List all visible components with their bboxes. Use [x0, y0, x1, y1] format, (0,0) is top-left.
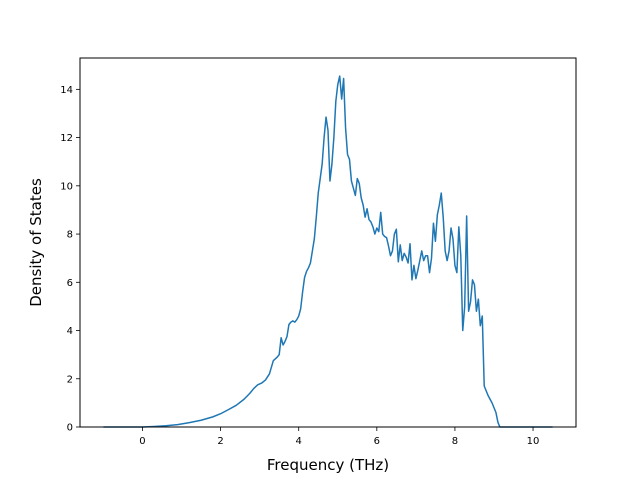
x-tick-label: 2 — [217, 436, 223, 447]
y-tick-label: 8 — [67, 230, 73, 241]
y-tick-label: 14 — [60, 85, 73, 96]
dos-series-line-0 — [103, 75, 553, 428]
y-tick-label: 2 — [67, 374, 73, 385]
x-tick-label: 6 — [374, 436, 380, 447]
y-tick-label: 6 — [67, 278, 73, 289]
y-tick-label: 10 — [60, 181, 73, 192]
x-axis-label: Frequency (THz) — [267, 456, 389, 474]
x-tick-label: 0 — [139, 436, 145, 447]
y-tick-label: 0 — [67, 423, 73, 434]
x-tick-label: 8 — [452, 436, 458, 447]
y-tick-label: 12 — [60, 133, 73, 144]
y-axis-label: Density of States — [27, 178, 45, 307]
y-tick-label: 4 — [67, 326, 73, 337]
plot-frame — [79, 57, 577, 428]
x-tick-label: 10 — [527, 436, 540, 447]
x-tick-label: 4 — [296, 436, 302, 447]
